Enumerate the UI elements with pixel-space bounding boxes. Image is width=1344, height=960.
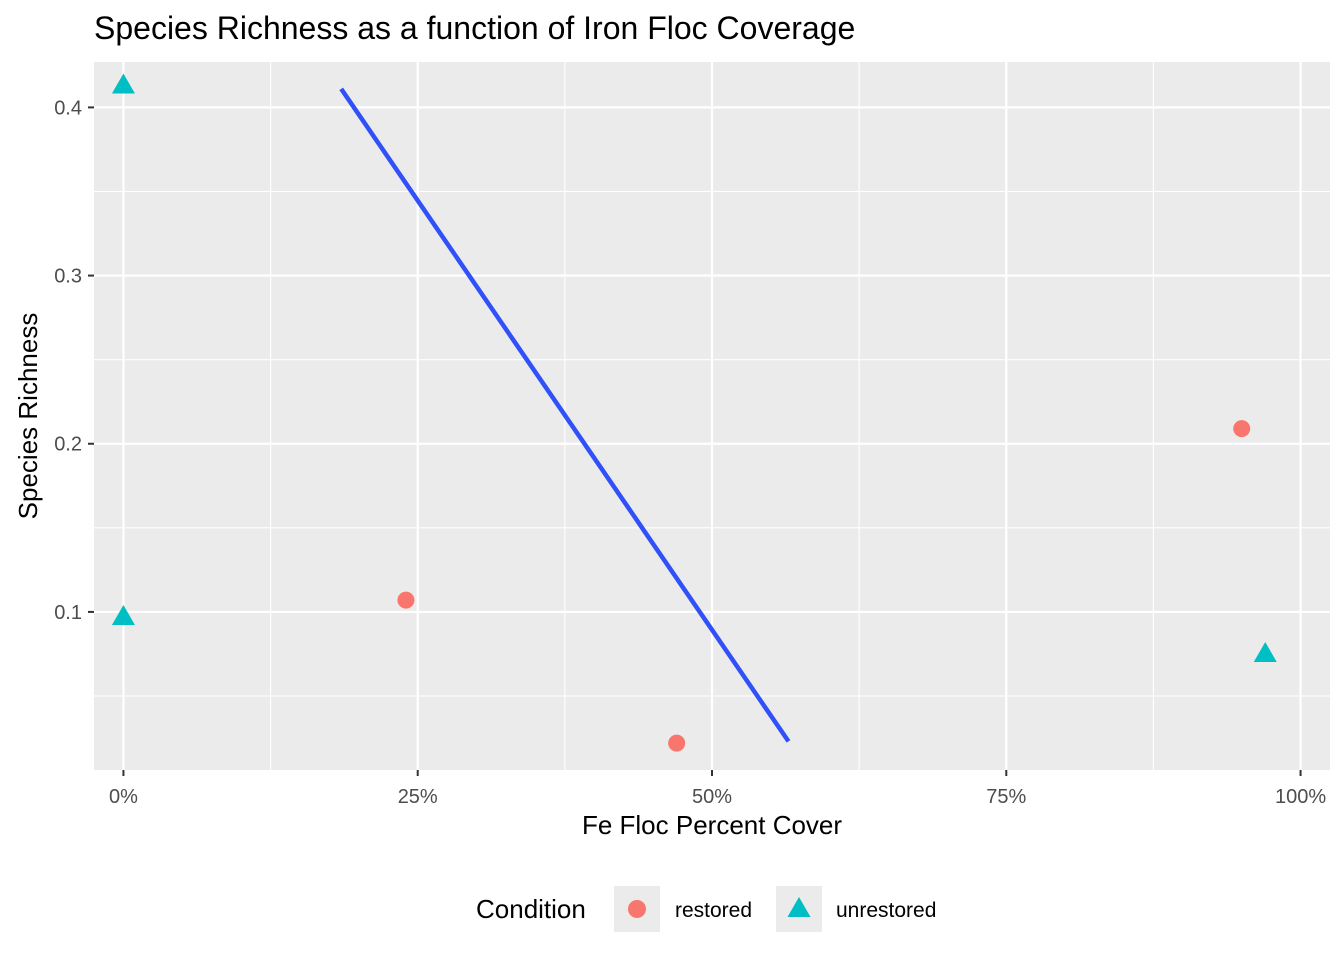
legend-triangle-icon: [787, 897, 811, 917]
data-point-restored: [397, 591, 415, 609]
data-point-unrestored: [111, 73, 135, 94]
y-tick-label: 0.2: [54, 434, 82, 456]
data-point-unrestored: [1253, 641, 1277, 662]
legend-title: Condition: [476, 894, 586, 924]
legend: Condition restored unrestored: [476, 886, 936, 932]
x-tick-label: 100%: [1275, 786, 1326, 808]
y-tick-label: 0.3: [54, 266, 82, 288]
x-tick-label: 25%: [398, 786, 438, 808]
y-axis-ticks: 0.1 0.2 0.3 0.4: [54, 97, 94, 624]
y-tick-label: 0.1: [54, 602, 82, 624]
data-point-restored: [668, 734, 686, 752]
x-axis-title: Fe Floc Percent Cover: [582, 810, 842, 840]
trend-line-group: [339, 87, 791, 743]
trend-line: [339, 87, 791, 743]
data-point-unrestored: [111, 604, 135, 625]
legend-label-restored: restored: [675, 899, 752, 922]
legend-label-unrestored: unrestored: [836, 899, 936, 922]
data-points: [111, 73, 1277, 752]
x-tick-label: 75%: [986, 786, 1026, 808]
x-axis-ticks: 0% 25% 50% 75% 100%: [109, 770, 1326, 808]
grid-major: [94, 62, 1330, 770]
data-point-restored: [1233, 420, 1251, 438]
chart-title: Species Richness as a function of Iron F…: [94, 10, 855, 46]
y-axis-title: Species Richness: [13, 313, 43, 520]
y-tick-label: 0.4: [54, 97, 82, 119]
x-tick-label: 0%: [109, 786, 138, 808]
legend-circle-icon: [628, 900, 646, 918]
x-tick-label: 50%: [692, 786, 732, 808]
